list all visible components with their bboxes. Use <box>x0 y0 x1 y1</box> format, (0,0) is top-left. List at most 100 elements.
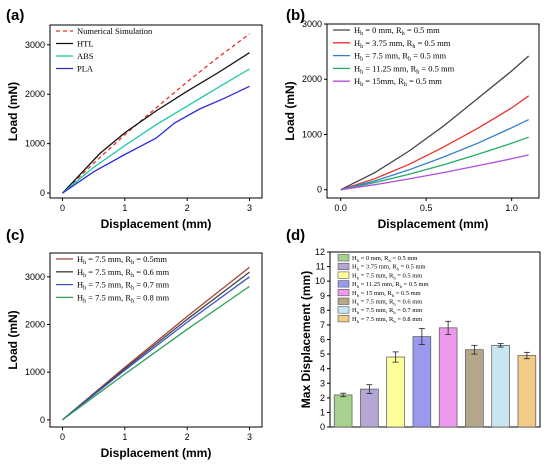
y-tick-label: 7 <box>320 320 325 330</box>
series-line <box>340 55 530 191</box>
bar <box>465 349 484 428</box>
y-tick-label: 5 <box>320 349 325 359</box>
series-line <box>340 154 529 191</box>
bar <box>517 355 537 428</box>
legend-label: Hh = 15mm, Rh = 0.5 mm <box>354 76 442 88</box>
x-tick-label: 1 <box>122 203 127 213</box>
y-tick-label: 2000 <box>302 74 322 84</box>
y-axis-label: Load (mN) <box>6 310 20 369</box>
y-tick-label: 0 <box>40 415 45 425</box>
panel-letter: (d) <box>286 227 305 244</box>
legend-label: Hh = 11.25 mm, Rh = 0.5 mm <box>352 281 429 289</box>
y-tick-label: 0 <box>40 188 45 198</box>
series-line <box>62 52 250 194</box>
legend-label: Numerical Simulation <box>77 26 153 36</box>
x-tick-label: 0.5 <box>420 203 433 213</box>
plot-frame <box>49 24 263 199</box>
x-tick-label: 1 <box>122 432 127 442</box>
y-tick-label: 0 <box>320 422 325 432</box>
y-tick-label: 2 <box>320 393 325 403</box>
chart-panel-b: (b) 0.0 0.5 1.0 0 1000 2000 3000 Displacement (m… <box>283 7 540 231</box>
y-axis-label: Max Displacement (mm) <box>299 271 313 408</box>
x-tick-label: 2 <box>185 203 190 213</box>
legend-swatch <box>337 297 350 305</box>
legend-swatch <box>337 306 350 314</box>
y-tick-label: 3000 <box>25 272 45 282</box>
y-tick-label: 2000 <box>25 320 45 330</box>
y-axis-label: Load (mN) <box>283 81 297 140</box>
legend-label: Hh = 11.25 mm, Rh = 0.5 mm <box>354 63 455 75</box>
bar <box>333 394 353 428</box>
legend-label: Hh = 7.5 mm, Rh = 0.6 mm <box>352 299 422 307</box>
x-axis-label: Displacement (mm) <box>101 446 212 460</box>
series-line <box>340 136 529 191</box>
series-line <box>340 95 530 191</box>
legend-label: Hh = 7.5 mm, Rh = 0.8 mm <box>77 292 169 304</box>
legend-swatch <box>337 280 350 288</box>
plot-frame <box>326 23 540 199</box>
y-tick-label: 8 <box>320 305 325 315</box>
legend-label: Hh = 0 mm, Rh = 0.5 mm <box>354 25 440 37</box>
y-axis-label: Load (mN) <box>6 82 20 141</box>
legend-swatch <box>337 271 350 279</box>
x-tick-label: 0 <box>60 432 65 442</box>
legend-swatch <box>337 288 350 297</box>
y-tick-label: 1000 <box>25 139 45 149</box>
x-tick-label: 3 <box>247 203 252 213</box>
series-line <box>62 68 250 194</box>
y-tick-label: 0 <box>317 185 322 195</box>
x-tick-label: 2 <box>185 432 190 442</box>
chart-panel-c: (c) 0 1 2 3 0 1000 2000 3000 Displacement (mm) Loa… <box>6 227 263 460</box>
x-axis-label: Displacement (mm) <box>101 217 212 231</box>
y-tick-label: 10 <box>315 276 325 286</box>
legend-label: Hh = 7.5 mm, Rh = 0.7 mm <box>352 307 422 315</box>
series-line <box>62 85 250 194</box>
plot-frame <box>49 252 263 428</box>
legend-label: Hh = 7.5 mm, Rh = 0.8 mm <box>352 316 422 324</box>
legend-swatch <box>337 315 350 323</box>
series-line <box>62 33 250 194</box>
legend-label: Hh = 0 mm, Rh = 0.5 mm <box>352 255 417 263</box>
y-tick-label: 1000 <box>25 367 45 377</box>
bar <box>360 388 379 428</box>
y-tick-label: 4 <box>320 364 325 374</box>
legend-label: Hh = 7.5 mm, Rh = 0.7 mm <box>77 280 169 292</box>
legend-label: Hh = 7.5 mm, Rh = 0.5 mm <box>354 51 446 63</box>
legend-swatch <box>337 262 350 271</box>
legend-label: HTL <box>77 39 94 49</box>
bar <box>386 356 405 428</box>
x-tick-label: 0 <box>60 203 65 213</box>
series-line <box>62 276 250 421</box>
legend-label: Hh = 7.5 mm, Rh = 0.5mm <box>77 254 167 266</box>
chart-panel-a: (a) 0 1 2 3 0 1000 2000 3000 Displacement (mm) Loa… <box>6 7 263 231</box>
y-tick-label: 1000 <box>302 129 322 139</box>
panel-letter: (c) <box>6 227 24 244</box>
bar <box>491 344 510 428</box>
legend-label: Hh = 3.75 mm, Rh = 0.5 mm <box>352 264 426 272</box>
panel-letter: (a) <box>6 7 24 24</box>
x-tick-label: 1.0 <box>505 203 518 213</box>
y-tick-label: 11 <box>316 262 325 272</box>
series-line <box>62 285 250 421</box>
legend-label: Hh = 7.5 mm, Rh = 0.6 mm <box>77 267 169 279</box>
legend-label: Hh = 7.5 mm, Rh = 0.5 mm <box>352 272 422 280</box>
bar <box>438 327 458 428</box>
y-tick-label: 9 <box>320 291 325 301</box>
bar <box>412 336 432 428</box>
y-tick-label: 6 <box>320 335 325 345</box>
x-tick-label: 3 <box>247 432 252 442</box>
x-axis-label: Displacement (mm) <box>378 217 489 231</box>
y-tick-label: 3000 <box>302 19 322 29</box>
legend-label: ABS <box>77 51 94 61</box>
y-tick-label: 3000 <box>25 40 45 50</box>
panel-letter: (b) <box>286 7 305 24</box>
series-line <box>340 119 529 191</box>
y-tick-label: 12 <box>315 247 325 257</box>
y-tick-label: 3 <box>320 378 325 388</box>
legend-label: PLA <box>77 64 94 74</box>
